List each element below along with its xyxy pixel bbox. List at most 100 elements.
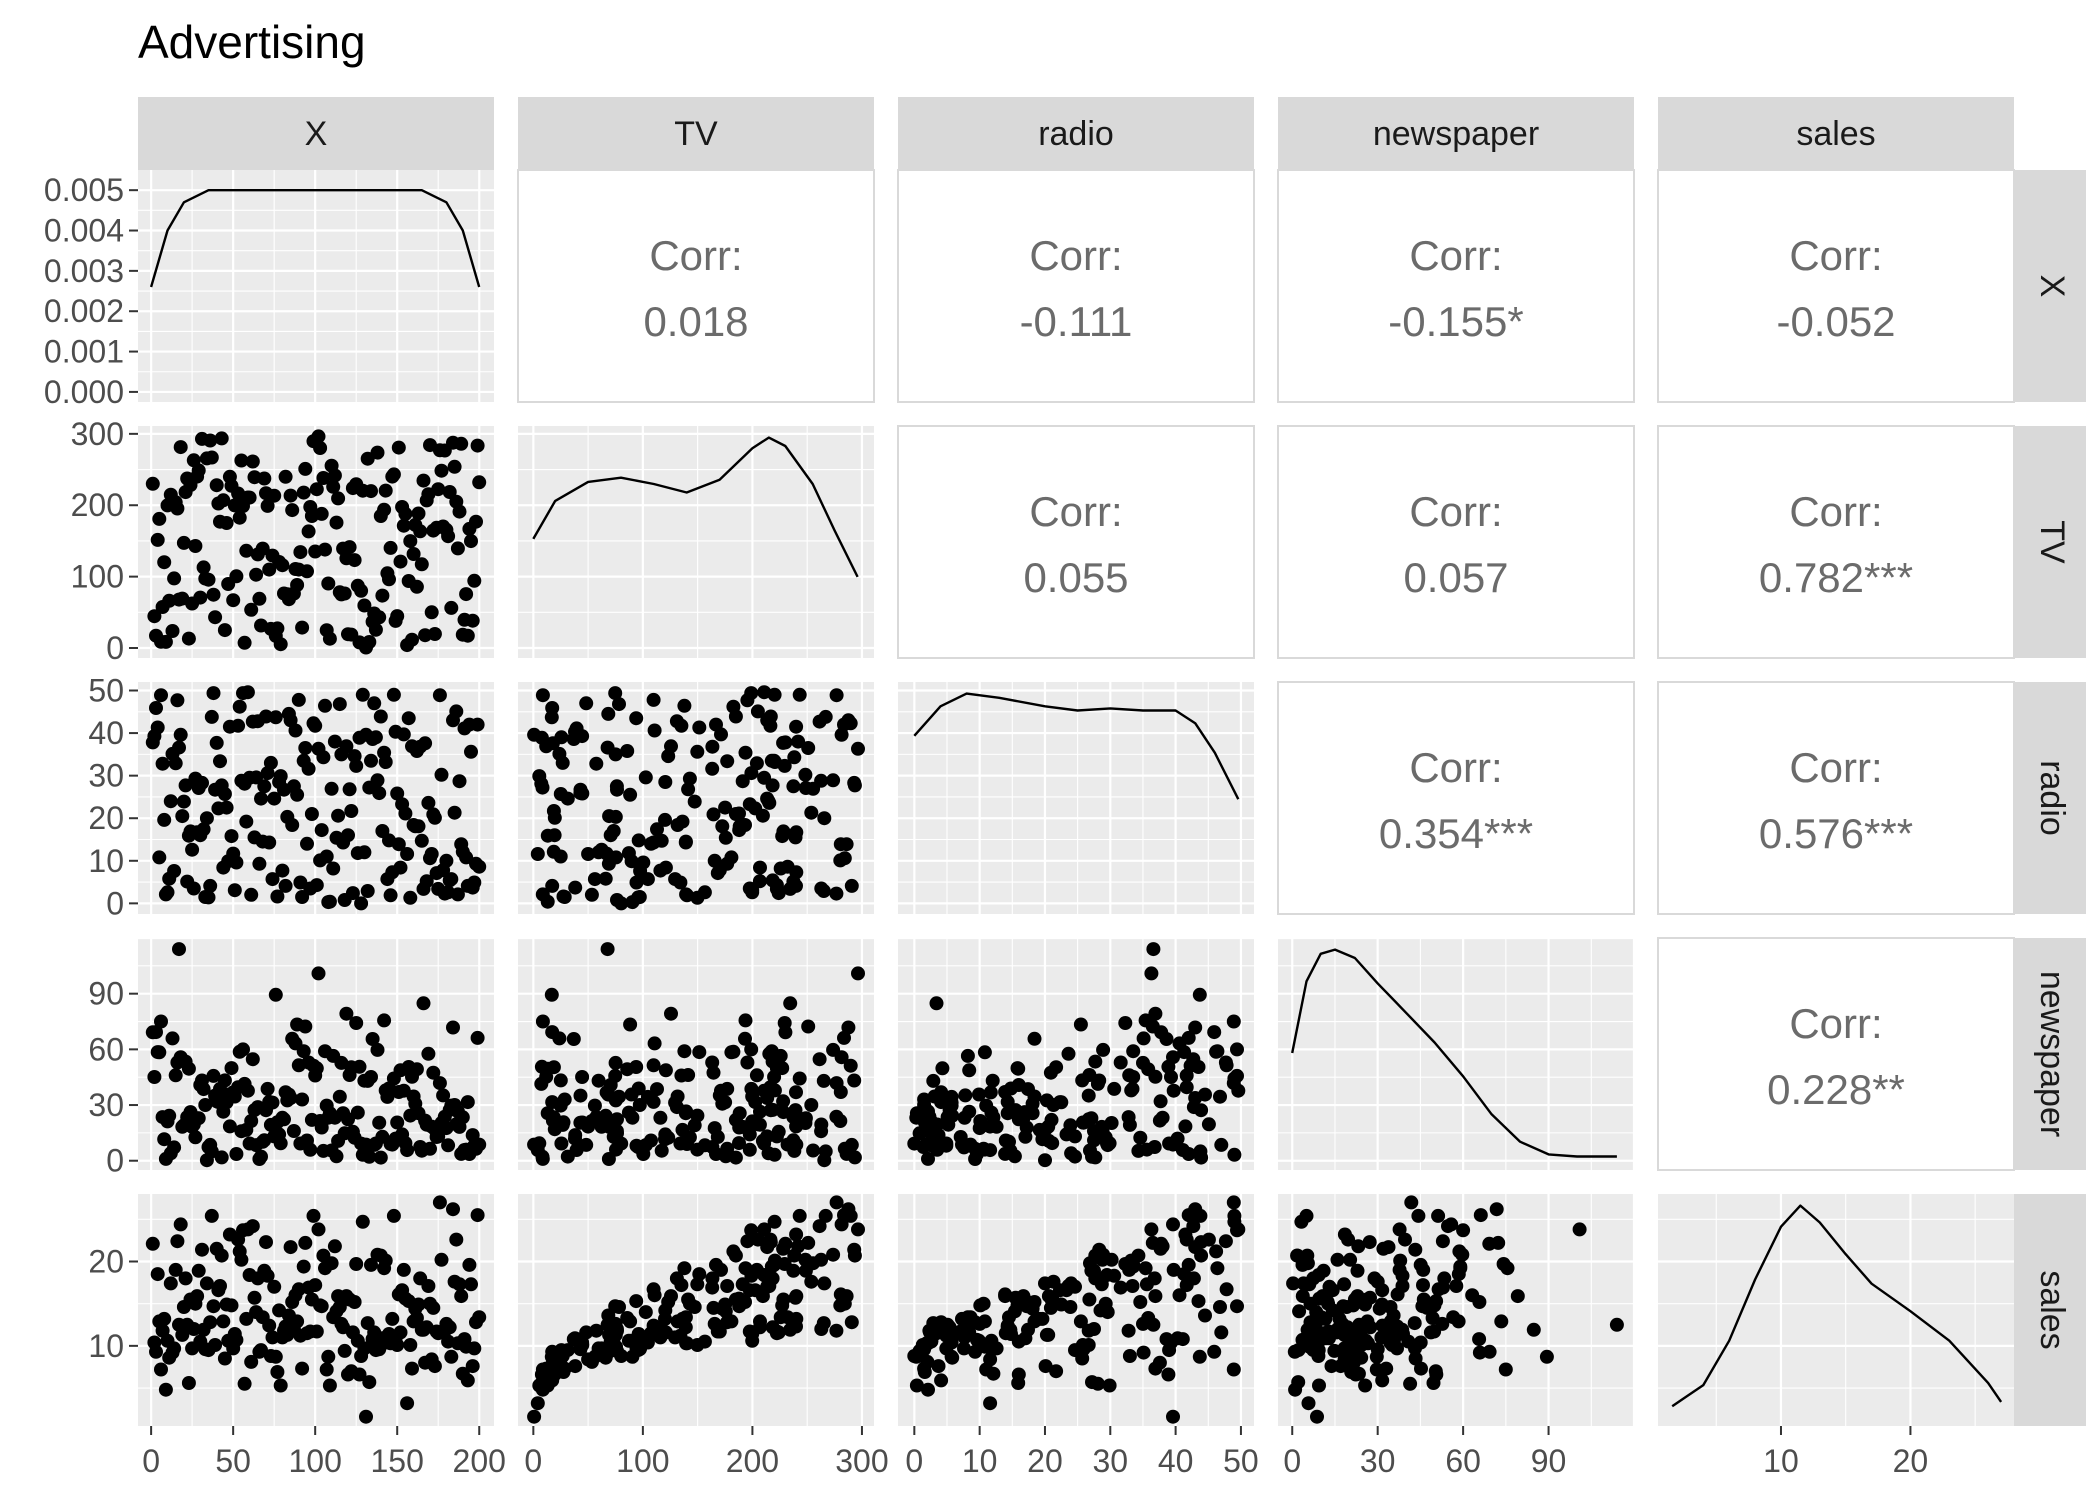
data-point <box>357 1341 372 1356</box>
data-point <box>396 1262 411 1277</box>
data-point <box>765 873 780 888</box>
x-tick-label: 10 <box>962 1443 998 1479</box>
data-point <box>332 1089 347 1104</box>
data-point <box>942 1320 957 1335</box>
data-point <box>545 1095 560 1110</box>
data-point <box>806 781 821 796</box>
data-point <box>1310 1310 1324 1325</box>
data-point <box>640 1335 655 1350</box>
data-point <box>1214 1325 1229 1340</box>
y-tick-label: 0.000 <box>44 374 124 410</box>
data-point <box>1363 1320 1378 1335</box>
data-point <box>1214 1137 1229 1152</box>
x-tick-label: 0 <box>905 1443 923 1479</box>
data-point <box>309 878 324 893</box>
data-point <box>286 1124 301 1138</box>
data-point <box>449 704 464 719</box>
data-point <box>658 812 672 827</box>
data-point <box>467 875 482 890</box>
data-point <box>1118 1016 1133 1030</box>
data-point <box>762 1279 777 1293</box>
data-point <box>308 718 323 733</box>
data-point <box>421 795 436 810</box>
data-point <box>798 1252 813 1267</box>
data-point <box>1312 1378 1326 1393</box>
data-point <box>851 741 865 756</box>
data-point <box>681 1068 696 1082</box>
data-point <box>447 459 462 474</box>
data-point <box>342 540 357 555</box>
strip-label-right: TV <box>2033 520 2071 564</box>
y-tick-label: 0 <box>106 1143 124 1179</box>
data-point <box>1324 1359 1339 1374</box>
data-point <box>275 863 290 878</box>
data-point <box>752 1320 767 1335</box>
data-point <box>922 1323 937 1338</box>
data-point <box>378 755 393 769</box>
data-point <box>1043 1065 1058 1080</box>
data-point <box>1207 1025 1222 1040</box>
data-point <box>644 1133 658 1148</box>
data-point <box>301 524 316 539</box>
data-point <box>152 1045 167 1060</box>
data-point <box>154 1362 168 1377</box>
data-point <box>909 1378 924 1393</box>
corr-label: Corr: <box>1789 744 1882 791</box>
y-tick-label: 0.004 <box>44 213 124 249</box>
data-point <box>690 1142 705 1157</box>
data-point <box>679 1336 694 1351</box>
data-point <box>217 787 232 801</box>
data-point <box>1396 1327 1410 1341</box>
data-point <box>1093 1303 1108 1318</box>
data-point <box>535 780 550 795</box>
data-point <box>1227 1147 1242 1162</box>
data-point <box>1351 1239 1366 1254</box>
data-point <box>535 1014 550 1029</box>
data-point <box>625 895 640 910</box>
data-point <box>337 586 352 601</box>
data-point <box>383 540 398 555</box>
data-point <box>1192 1349 1207 1364</box>
data-point <box>658 860 673 875</box>
data-point <box>638 1305 653 1320</box>
strip-top <box>518 97 874 170</box>
data-point <box>214 1248 229 1263</box>
data-point <box>1144 1222 1159 1237</box>
data-point <box>1330 1252 1345 1267</box>
data-point <box>255 541 270 556</box>
data-point <box>413 524 428 539</box>
data-point <box>245 454 260 469</box>
data-point <box>316 750 331 765</box>
data-point <box>441 1138 456 1153</box>
corr-label: Corr: <box>1409 232 1502 279</box>
data-point <box>1107 1268 1122 1283</box>
data-point <box>575 786 590 801</box>
data-point <box>245 1052 260 1067</box>
corr-value: 0.018 <box>643 298 748 345</box>
data-point <box>401 711 416 726</box>
data-point <box>557 890 572 904</box>
data-point <box>1465 1288 1480 1303</box>
data-point <box>780 859 795 874</box>
data-point <box>1010 1061 1025 1076</box>
data-point <box>755 1289 770 1304</box>
data-point <box>921 1104 935 1119</box>
data-point <box>1081 1088 1096 1103</box>
data-point <box>472 1137 487 1152</box>
data-point <box>147 1070 162 1084</box>
data-point <box>1094 1119 1109 1134</box>
data-point <box>998 1085 1013 1099</box>
data-point <box>826 1042 841 1057</box>
data-point <box>390 1338 405 1352</box>
data-point <box>309 482 324 497</box>
data-point <box>373 1150 388 1165</box>
data-point <box>829 1109 844 1124</box>
data-point <box>1073 1017 1088 1032</box>
data-point <box>460 1095 475 1110</box>
data-point <box>767 1147 782 1162</box>
data-point <box>322 631 337 646</box>
data-point <box>921 1382 935 1397</box>
data-point <box>409 579 424 594</box>
data-point <box>157 1311 172 1326</box>
data-point <box>362 635 377 649</box>
